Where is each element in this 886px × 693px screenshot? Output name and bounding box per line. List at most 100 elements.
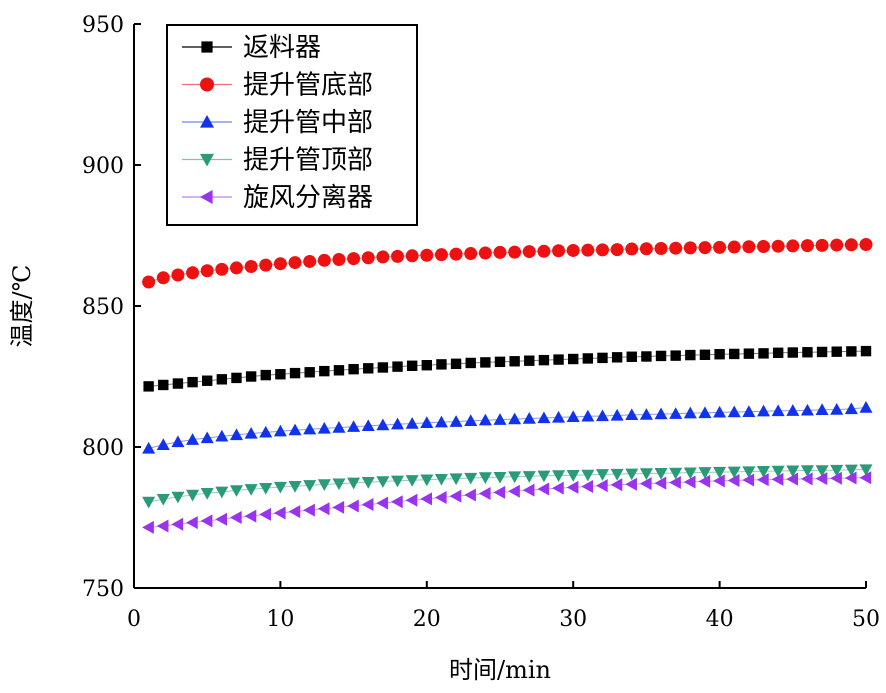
data-point bbox=[273, 481, 287, 494]
data-point bbox=[216, 374, 228, 385]
data-point bbox=[303, 422, 317, 435]
data-point bbox=[595, 409, 609, 422]
data-point bbox=[260, 369, 271, 381]
data-point bbox=[202, 375, 213, 386]
data-point bbox=[815, 465, 829, 477]
data-point bbox=[566, 480, 579, 494]
data-point bbox=[405, 475, 419, 487]
data-point bbox=[273, 424, 287, 437]
x-tick-label: 50 bbox=[852, 607, 880, 632]
data-point bbox=[347, 252, 361, 266]
data-point bbox=[464, 414, 478, 426]
data-point bbox=[245, 371, 257, 382]
legend-label: 旋风分离器 bbox=[243, 183, 373, 213]
data-point bbox=[215, 486, 229, 499]
series-line bbox=[148, 407, 867, 449]
data-point bbox=[229, 485, 243, 497]
data-point bbox=[361, 498, 374, 512]
data-point bbox=[639, 477, 652, 491]
x-axis-title: 时间/min bbox=[449, 656, 551, 684]
x-tick-label: 40 bbox=[706, 607, 734, 632]
data-point bbox=[347, 420, 361, 432]
x-axis-ticks: 0 10 20 30 40 50 bbox=[127, 581, 880, 632]
data-point bbox=[229, 261, 243, 275]
data-point bbox=[625, 242, 639, 256]
data-point bbox=[757, 466, 771, 478]
data-point bbox=[757, 404, 771, 417]
data-point bbox=[361, 477, 375, 489]
data-point bbox=[800, 239, 814, 253]
data-point bbox=[494, 356, 506, 368]
data-point bbox=[685, 349, 696, 361]
data-point bbox=[522, 483, 535, 497]
data-point bbox=[493, 485, 506, 499]
data-point bbox=[611, 352, 623, 363]
data-point bbox=[450, 358, 462, 370]
data-point bbox=[537, 470, 551, 483]
data-point bbox=[654, 476, 667, 490]
data-point bbox=[742, 240, 756, 254]
data-point bbox=[244, 426, 258, 439]
data-point bbox=[259, 507, 271, 521]
data-point bbox=[771, 472, 784, 486]
data-point bbox=[171, 491, 185, 504]
data-point bbox=[420, 416, 434, 428]
data-point bbox=[231, 372, 242, 384]
data-point bbox=[391, 249, 405, 263]
data-point bbox=[171, 517, 184, 531]
data-point bbox=[361, 251, 375, 265]
data-point bbox=[552, 481, 564, 495]
x-tick-label: 0 bbox=[127, 607, 141, 632]
data-point bbox=[171, 435, 185, 448]
data-point bbox=[288, 505, 301, 519]
data-point bbox=[537, 244, 551, 258]
data-point bbox=[434, 490, 447, 504]
data-point bbox=[830, 464, 844, 477]
series-1 bbox=[143, 345, 872, 392]
data-point bbox=[581, 469, 595, 482]
data-point bbox=[493, 471, 507, 484]
data-point bbox=[361, 419, 375, 432]
legend-label: 提升管中部 bbox=[243, 108, 373, 138]
data-point bbox=[727, 240, 741, 254]
data-point bbox=[538, 354, 550, 366]
data-point bbox=[581, 243, 595, 257]
data-point bbox=[816, 346, 828, 358]
data-point bbox=[434, 248, 448, 262]
data-point bbox=[186, 433, 200, 445]
data-point bbox=[332, 252, 346, 266]
data-point bbox=[142, 496, 156, 509]
data-point bbox=[332, 500, 345, 514]
data-point bbox=[626, 351, 637, 362]
data-point bbox=[464, 488, 476, 502]
data-point bbox=[786, 465, 800, 478]
data-point bbox=[405, 493, 418, 507]
data-point bbox=[142, 275, 156, 289]
legend-item: 提升管中部 bbox=[182, 108, 373, 138]
legend-marker bbox=[200, 153, 214, 167]
data-point bbox=[493, 245, 507, 259]
data-point bbox=[158, 379, 169, 391]
data-point bbox=[244, 484, 258, 496]
data-point bbox=[347, 477, 361, 490]
series-5 bbox=[142, 471, 872, 534]
data-point bbox=[597, 352, 608, 364]
data-point bbox=[568, 353, 579, 365]
data-point bbox=[698, 467, 712, 479]
data-point bbox=[639, 408, 653, 420]
data-point bbox=[348, 363, 359, 375]
data-point bbox=[142, 520, 154, 534]
legend-item: 提升管顶部 bbox=[182, 146, 373, 176]
data-point bbox=[244, 509, 257, 523]
data-point bbox=[830, 471, 842, 485]
data-point bbox=[156, 519, 169, 533]
data-point bbox=[802, 347, 813, 358]
data-point bbox=[288, 480, 302, 493]
data-point bbox=[582, 353, 594, 364]
data-point bbox=[259, 482, 273, 495]
data-point bbox=[815, 472, 828, 486]
data-point bbox=[172, 378, 184, 389]
data-point bbox=[683, 241, 697, 255]
data-point bbox=[713, 466, 727, 479]
data-point bbox=[581, 479, 594, 493]
